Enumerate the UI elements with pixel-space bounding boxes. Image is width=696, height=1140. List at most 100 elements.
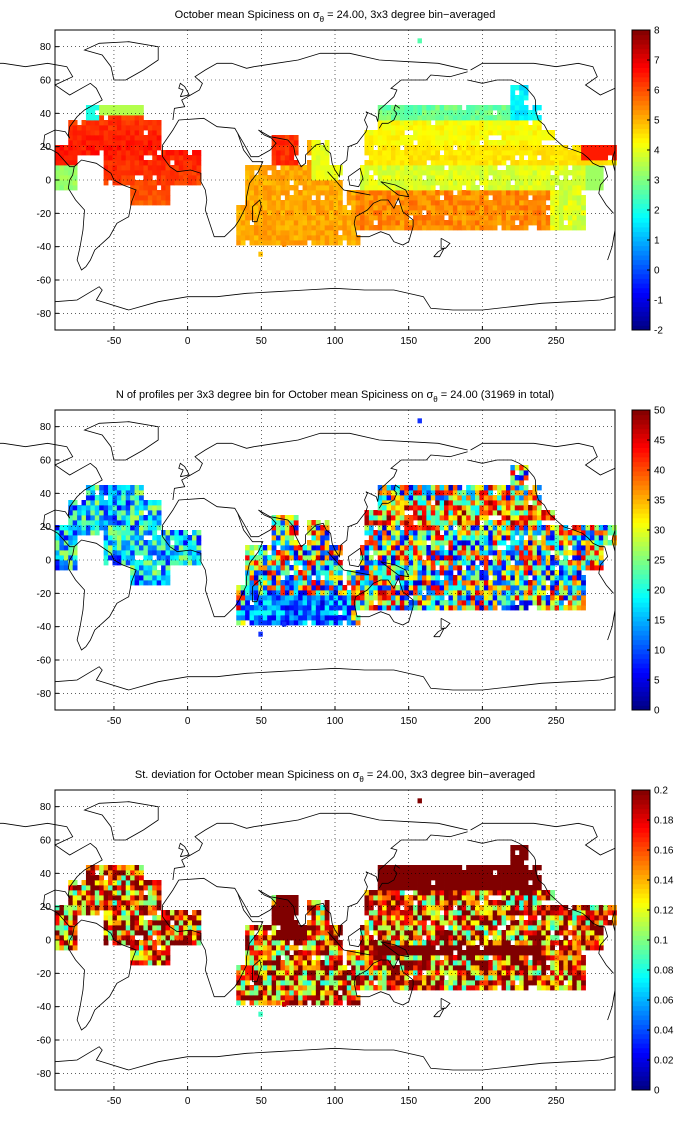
data-cell	[505, 150, 511, 156]
data-cell	[90, 125, 96, 131]
data-cell	[116, 880, 122, 886]
data-cell	[320, 240, 326, 246]
data-cell	[559, 185, 564, 191]
data-cell	[364, 520, 370, 526]
data-cell	[258, 930, 264, 936]
data-cell	[382, 210, 387, 216]
data-cell	[267, 940, 273, 946]
data-cell	[523, 570, 529, 576]
data-cell	[271, 225, 277, 231]
colorbar-tick-label: 2	[654, 206, 660, 217]
data-cell	[121, 865, 127, 871]
data-cell	[271, 565, 277, 571]
data-cell	[382, 185, 387, 191]
data-cell	[488, 120, 494, 126]
data-cell	[68, 150, 74, 156]
data-cell	[404, 210, 410, 216]
data-cell	[94, 150, 100, 156]
data-cell	[501, 490, 507, 496]
data-cell	[134, 160, 140, 166]
data-cell	[541, 545, 547, 551]
data-cell	[253, 610, 259, 616]
data-cell	[373, 155, 379, 161]
data-cell	[271, 910, 277, 916]
data-cell	[59, 550, 65, 556]
data-cell	[435, 585, 441, 591]
data-cell	[315, 205, 321, 211]
data-cell	[386, 195, 392, 201]
data-cell	[391, 605, 396, 611]
data-cell	[399, 530, 405, 536]
data-cell	[360, 185, 365, 191]
data-cell	[475, 215, 480, 221]
data-cell	[501, 110, 507, 116]
data-cell	[373, 180, 379, 186]
data-cell	[315, 565, 321, 571]
data-cell	[55, 180, 60, 186]
data-cell	[236, 595, 242, 601]
data-cell	[368, 155, 374, 161]
data-cell	[519, 475, 525, 481]
data-cell	[147, 545, 153, 551]
data-cell	[501, 590, 507, 596]
data-cell	[276, 145, 281, 151]
data-cell	[249, 950, 255, 956]
data-cell	[192, 540, 197, 546]
data-cell	[108, 105, 113, 111]
data-cell	[284, 965, 290, 971]
data-cell	[519, 110, 525, 116]
data-cell	[134, 190, 140, 196]
data-cell	[108, 900, 113, 906]
data-cell	[413, 510, 418, 516]
data-cell	[501, 530, 507, 536]
data-cell	[492, 485, 498, 491]
data-cell	[289, 195, 295, 201]
data-cell	[457, 585, 463, 591]
colorbar-tick-label: 25	[654, 556, 666, 567]
data-cell	[391, 225, 396, 231]
data-cell	[559, 530, 564, 536]
data-cell	[77, 515, 82, 521]
data-cell	[103, 165, 109, 171]
data-cell	[147, 905, 153, 911]
data-cell	[108, 125, 113, 131]
data-cell	[125, 145, 131, 151]
colorbar-tick-label: 45	[654, 436, 666, 447]
data-cell	[541, 570, 547, 576]
data-cell	[72, 150, 78, 156]
data-cell	[293, 530, 299, 536]
data-cell	[572, 590, 578, 596]
data-cell	[342, 230, 348, 236]
colorbar-segment	[632, 62, 650, 68]
data-cell	[457, 205, 463, 211]
data-cell	[470, 540, 476, 546]
data-cell	[594, 525, 600, 531]
data-cell	[391, 160, 396, 166]
data-cell	[550, 545, 555, 551]
data-cell	[284, 950, 290, 956]
data-cell	[492, 520, 498, 526]
data-cell	[103, 485, 109, 491]
data-cell	[461, 160, 467, 166]
data-cell	[94, 880, 100, 886]
data-cell	[559, 150, 564, 156]
data-cell	[475, 150, 480, 156]
data-cell	[258, 631, 263, 637]
data-cell	[280, 920, 286, 926]
data-cell	[121, 145, 127, 151]
data-cell	[289, 165, 295, 171]
colorbar-segment	[632, 90, 650, 97]
data-cell	[421, 150, 427, 156]
data-cell	[253, 565, 259, 571]
data-cell	[72, 180, 78, 186]
data-cell	[147, 525, 153, 531]
data-cell	[483, 210, 489, 216]
data-cell	[125, 930, 131, 936]
data-cell	[444, 600, 449, 606]
data-cell	[271, 900, 277, 906]
data-cell	[576, 145, 582, 151]
data-cell	[262, 200, 268, 206]
data-cell	[421, 495, 427, 501]
data-cell	[435, 215, 441, 221]
data-cell	[572, 565, 578, 571]
